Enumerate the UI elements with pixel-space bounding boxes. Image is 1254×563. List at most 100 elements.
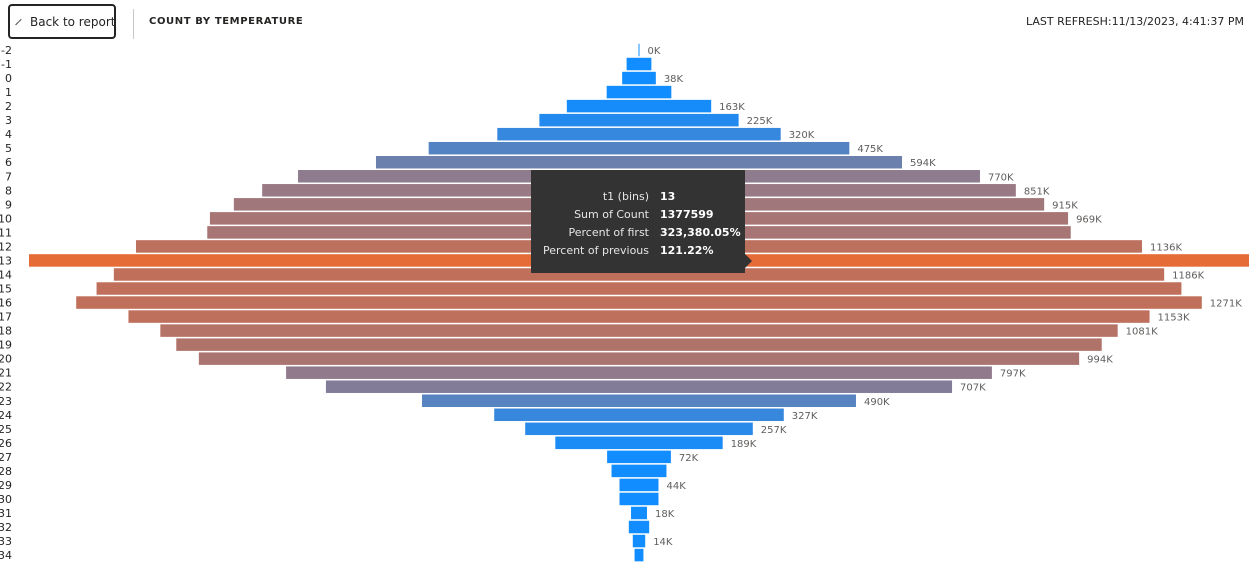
data-label: 72K xyxy=(679,453,699,464)
funnel-bar[interactable] xyxy=(428,141,850,155)
tooltip-value: 13 xyxy=(660,189,676,203)
axis-tick-label: 0 xyxy=(5,72,12,85)
funnel-bar[interactable] xyxy=(525,422,753,436)
funnel-bar[interactable] xyxy=(607,450,671,464)
axis-tick-label: 19 xyxy=(0,339,12,352)
data-label: 1153K xyxy=(1158,313,1190,324)
axis-tick-label: 30 xyxy=(0,493,12,506)
axis-tick-label: 10 xyxy=(0,212,12,225)
funnel-bar[interactable] xyxy=(566,99,712,113)
axis-tick-label: 11 xyxy=(0,226,12,239)
axis-tick-label: 20 xyxy=(0,353,12,366)
data-label: 994K xyxy=(1087,355,1113,366)
data-label: 490K xyxy=(864,397,890,408)
tooltip-value: 121.22% xyxy=(660,243,714,257)
axis-tick-label: 12 xyxy=(0,240,12,253)
funnel-bar[interactable] xyxy=(634,548,644,562)
data-label: 707K xyxy=(960,383,986,394)
data-label: 14K xyxy=(653,537,673,548)
last-refresh-text: LAST REFRESH:11/13/2023, 4:41:37 PM xyxy=(1026,15,1244,28)
data-label: 320K xyxy=(789,130,815,141)
tooltip-arrow xyxy=(745,254,752,268)
axis-tick-label: 34 xyxy=(0,549,12,562)
data-label: 18K xyxy=(655,509,675,520)
tooltip-key: Sum of Count xyxy=(574,207,649,221)
data-label: 797K xyxy=(1000,369,1026,380)
axis-tick-label: 9 xyxy=(5,198,12,211)
axis-tick-label: 7 xyxy=(5,170,12,183)
data-label: 1136K xyxy=(1150,242,1182,253)
funnel-bar[interactable] xyxy=(198,352,1080,365)
funnel-bar[interactable] xyxy=(128,310,1150,323)
data-label: 1081K xyxy=(1126,327,1158,338)
axis-tick-label: 31 xyxy=(0,507,12,520)
header-divider xyxy=(133,9,134,39)
back-to-report-button[interactable]: Back to report xyxy=(8,4,116,39)
axis-tick-label: -2 xyxy=(1,44,12,57)
funnel-bar[interactable] xyxy=(539,113,739,127)
data-label: 163K xyxy=(719,102,745,113)
funnel-bar[interactable] xyxy=(631,506,647,520)
axis-tick-label: 5 xyxy=(5,142,12,155)
funnel-bar[interactable] xyxy=(632,534,646,548)
axis-tick-label: 24 xyxy=(0,409,12,422)
axis-tick-label: 21 xyxy=(0,367,12,380)
axis-tick-label: 13 xyxy=(0,254,12,267)
back-to-report-label: Back to report xyxy=(30,14,116,29)
axis-tick-label: 25 xyxy=(0,423,12,436)
data-label: 189K xyxy=(731,439,757,450)
tooltip-row: t1 (bins) 13 xyxy=(531,187,745,205)
funnel-bar[interactable] xyxy=(113,268,1165,281)
tooltip-value: 1377599 xyxy=(660,207,714,221)
axis-tick-label: 8 xyxy=(5,184,12,197)
axis-tick-label: -1 xyxy=(1,58,12,71)
chart-title: COUNT BY TEMPERATURE xyxy=(149,16,304,27)
funnel-bar[interactable] xyxy=(422,394,856,408)
funnel-bar[interactable] xyxy=(494,408,784,422)
funnel-bar[interactable] xyxy=(176,338,1102,351)
funnel-bar[interactable] xyxy=(555,436,723,450)
axis-tick-label: 15 xyxy=(0,283,12,296)
tooltip-row: Percent of previous 121.22% xyxy=(531,241,745,259)
axis-tick-label: 32 xyxy=(0,521,12,534)
axis-tick-label: 3 xyxy=(5,114,12,127)
data-label: 38K xyxy=(664,74,684,85)
funnel-bar[interactable] xyxy=(96,282,1182,295)
funnel-bar[interactable] xyxy=(611,464,667,478)
axis-tick-label: 14 xyxy=(0,268,12,281)
tooltip-value: 323,380.05% xyxy=(660,225,741,239)
data-label: 475K xyxy=(857,144,883,155)
funnel-bar[interactable] xyxy=(325,380,953,393)
data-label: 851K xyxy=(1024,186,1050,197)
axis-tick-label: 16 xyxy=(0,297,12,310)
funnel-bar[interactable] xyxy=(76,296,1202,309)
funnel-bar[interactable] xyxy=(619,478,659,492)
funnel-bar[interactable] xyxy=(160,324,1118,337)
data-label: 225K xyxy=(747,116,773,127)
funnel-bar[interactable] xyxy=(628,520,650,534)
axis-tick-label: 27 xyxy=(0,451,12,464)
funnel-bar[interactable] xyxy=(638,43,640,57)
data-label: 915K xyxy=(1052,200,1078,211)
tooltip-row: Sum of Count 1377599 xyxy=(531,205,745,223)
tooltip-key: Percent of previous xyxy=(542,243,649,257)
axis-tick-label: 6 xyxy=(5,156,12,169)
data-label: 1186K xyxy=(1172,270,1204,281)
funnel-bar[interactable] xyxy=(619,492,659,506)
funnel-bar[interactable] xyxy=(606,85,672,99)
data-label: 44K xyxy=(666,481,686,492)
data-label: 770K xyxy=(988,172,1014,183)
data-label: 969K xyxy=(1076,214,1102,225)
funnel-bar[interactable] xyxy=(497,127,781,141)
data-label: 594K xyxy=(910,158,936,169)
funnel-bar[interactable] xyxy=(626,57,652,71)
funnel-bar[interactable] xyxy=(375,155,903,169)
tooltip-row: Percent of first 323,380.05% xyxy=(531,223,745,241)
axis-tick-label: 26 xyxy=(0,437,12,450)
axis-tick-label: 2 xyxy=(5,100,12,113)
funnel-bar[interactable] xyxy=(286,366,992,379)
funnel-bar[interactable] xyxy=(622,71,656,85)
axis-tick-label: 29 xyxy=(0,479,12,492)
